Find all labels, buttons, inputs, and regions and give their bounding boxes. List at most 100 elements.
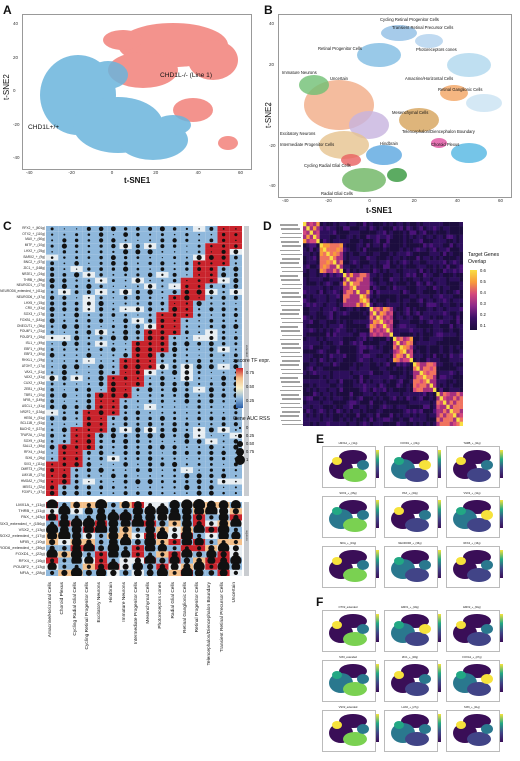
overlap-cell <box>446 311 450 316</box>
overlap-cell <box>366 268 370 274</box>
regulon-row-label: SIX3_extended_+_(156g) <box>0 520 45 526</box>
overlap-cell <box>353 413 357 418</box>
overlap-cell <box>343 396 347 401</box>
regulon-row-label: ZEB1_+_(43g) <box>24 386 45 391</box>
row-label-placeholder <box>281 343 299 345</box>
rss-dot <box>99 255 103 260</box>
rss-dot <box>136 267 140 271</box>
row-label-placeholder <box>282 372 303 375</box>
rss-dot <box>63 382 66 386</box>
row-label-placeholder <box>281 228 300 230</box>
overlap-cell <box>306 226 310 231</box>
overlap-cell <box>409 247 414 252</box>
rss-dot <box>63 228 65 230</box>
overlap-cell <box>366 319 370 325</box>
overlap-cell <box>339 387 344 393</box>
overlap-cell <box>313 409 317 414</box>
overlap-tick: 0.2 <box>480 312 486 317</box>
overlap-cell <box>399 328 404 333</box>
overlap-cell <box>449 315 454 320</box>
rss-dot <box>75 445 79 449</box>
overlap-cell <box>416 400 420 405</box>
overlap-cell <box>313 358 317 363</box>
overlap-cell <box>333 281 337 286</box>
overlap-cell <box>309 353 314 359</box>
rss-dot <box>135 307 140 312</box>
overlap-cell <box>396 353 400 359</box>
overlap-cell <box>393 383 397 388</box>
overlap-cell <box>359 409 364 414</box>
overlap-cell <box>416 370 420 376</box>
overlap-cell <box>313 281 317 286</box>
overlap-cell <box>396 341 400 346</box>
overlap-cell <box>403 307 407 312</box>
rss-dot <box>74 490 79 496</box>
overlap-cell <box>373 417 377 422</box>
overlap-cell <box>323 222 327 227</box>
feature-scatter <box>453 500 493 532</box>
overlap-cell <box>393 366 397 371</box>
overlap-cell <box>403 256 407 261</box>
overlap-cell <box>436 404 440 410</box>
rss-dot <box>172 570 177 575</box>
overlap-cell <box>409 230 414 235</box>
rss-dot <box>233 249 239 255</box>
rss-dot <box>184 330 189 335</box>
rss-dot <box>123 261 128 266</box>
overlap-cell <box>393 409 397 414</box>
overlap-cell <box>399 332 404 337</box>
rss-dot <box>74 301 79 306</box>
rss-dot <box>112 250 115 254</box>
rss-dot <box>84 555 94 566</box>
rss-dot <box>123 462 128 467</box>
overlap-cell <box>316 243 320 248</box>
rss-dot <box>198 319 200 322</box>
overlap-cell <box>373 358 377 363</box>
overlap-cell <box>453 285 457 291</box>
overlap-cell <box>439 375 444 380</box>
feature-scatter <box>453 450 493 482</box>
rss-dot <box>235 475 237 477</box>
cluster-annotation: Uncertain <box>330 76 348 81</box>
overlap-cell <box>366 413 370 418</box>
rss-dot <box>61 283 67 289</box>
overlap-cell <box>389 226 394 231</box>
overlap-cell <box>426 290 430 295</box>
rss-dot <box>172 341 177 346</box>
feature-plot-title: PAX_+_(43g) <box>402 492 418 495</box>
rss-dot <box>186 274 188 276</box>
rss-dot <box>144 542 156 554</box>
overlap-cell <box>456 230 460 235</box>
rss-dot <box>61 364 67 370</box>
overlap-cell <box>423 251 427 257</box>
overlap-cell <box>353 375 357 380</box>
overlap-cell <box>359 311 364 316</box>
overlap-cell <box>316 222 320 227</box>
overlap-cell <box>456 404 460 410</box>
overlap-cell <box>346 400 350 405</box>
rss-dot <box>172 313 177 317</box>
rss-dot <box>50 272 55 277</box>
overlap-cell <box>346 375 350 380</box>
overlap-cell <box>383 302 387 308</box>
overlap-cell <box>316 383 320 388</box>
overlap-cell <box>383 260 387 265</box>
overlap-cell <box>383 324 387 329</box>
overlap-cell <box>349 332 354 337</box>
overlap-cell <box>319 421 324 426</box>
overlap-cell <box>449 383 454 388</box>
overlap-cell <box>426 392 430 397</box>
overlap-cell <box>429 315 434 320</box>
rss-dot <box>159 364 165 370</box>
regulon-row-label: BARX2_+_(9g) <box>23 254 45 259</box>
overlap-cell <box>319 383 324 388</box>
rss-dot <box>198 446 201 449</box>
rss-dot <box>148 226 153 231</box>
overlap-cell <box>449 294 454 299</box>
overlap-cell <box>386 298 390 303</box>
overlap-cell <box>346 328 350 333</box>
overlap-cell <box>353 417 357 422</box>
rss-dot <box>49 509 55 514</box>
feature-colorbar <box>376 550 379 578</box>
overlap-cell <box>369 222 374 227</box>
